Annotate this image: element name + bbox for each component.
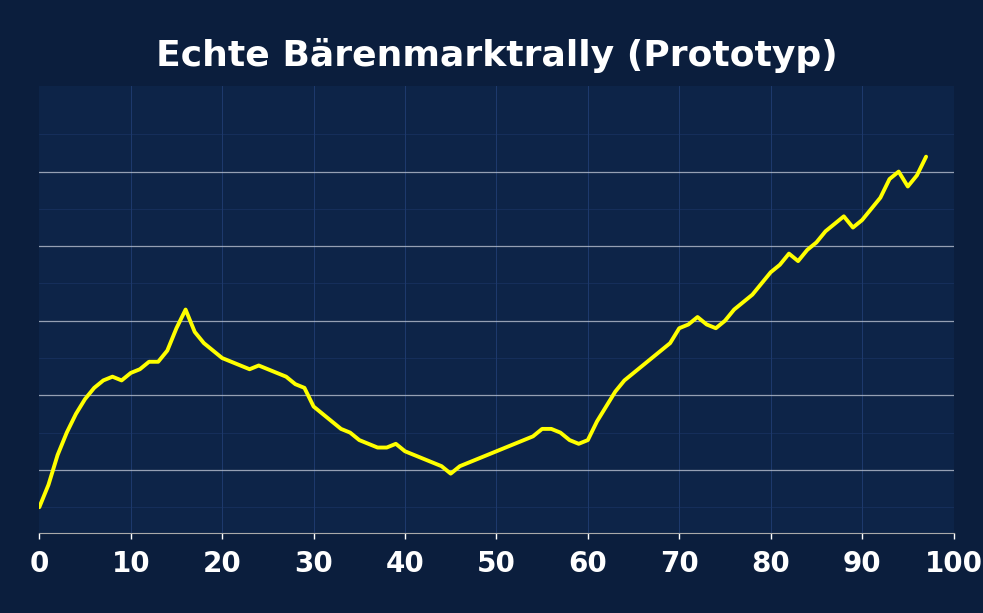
Title: Echte Bärenmarktrally (Prototyp): Echte Bärenmarktrally (Prototyp) <box>155 39 838 74</box>
